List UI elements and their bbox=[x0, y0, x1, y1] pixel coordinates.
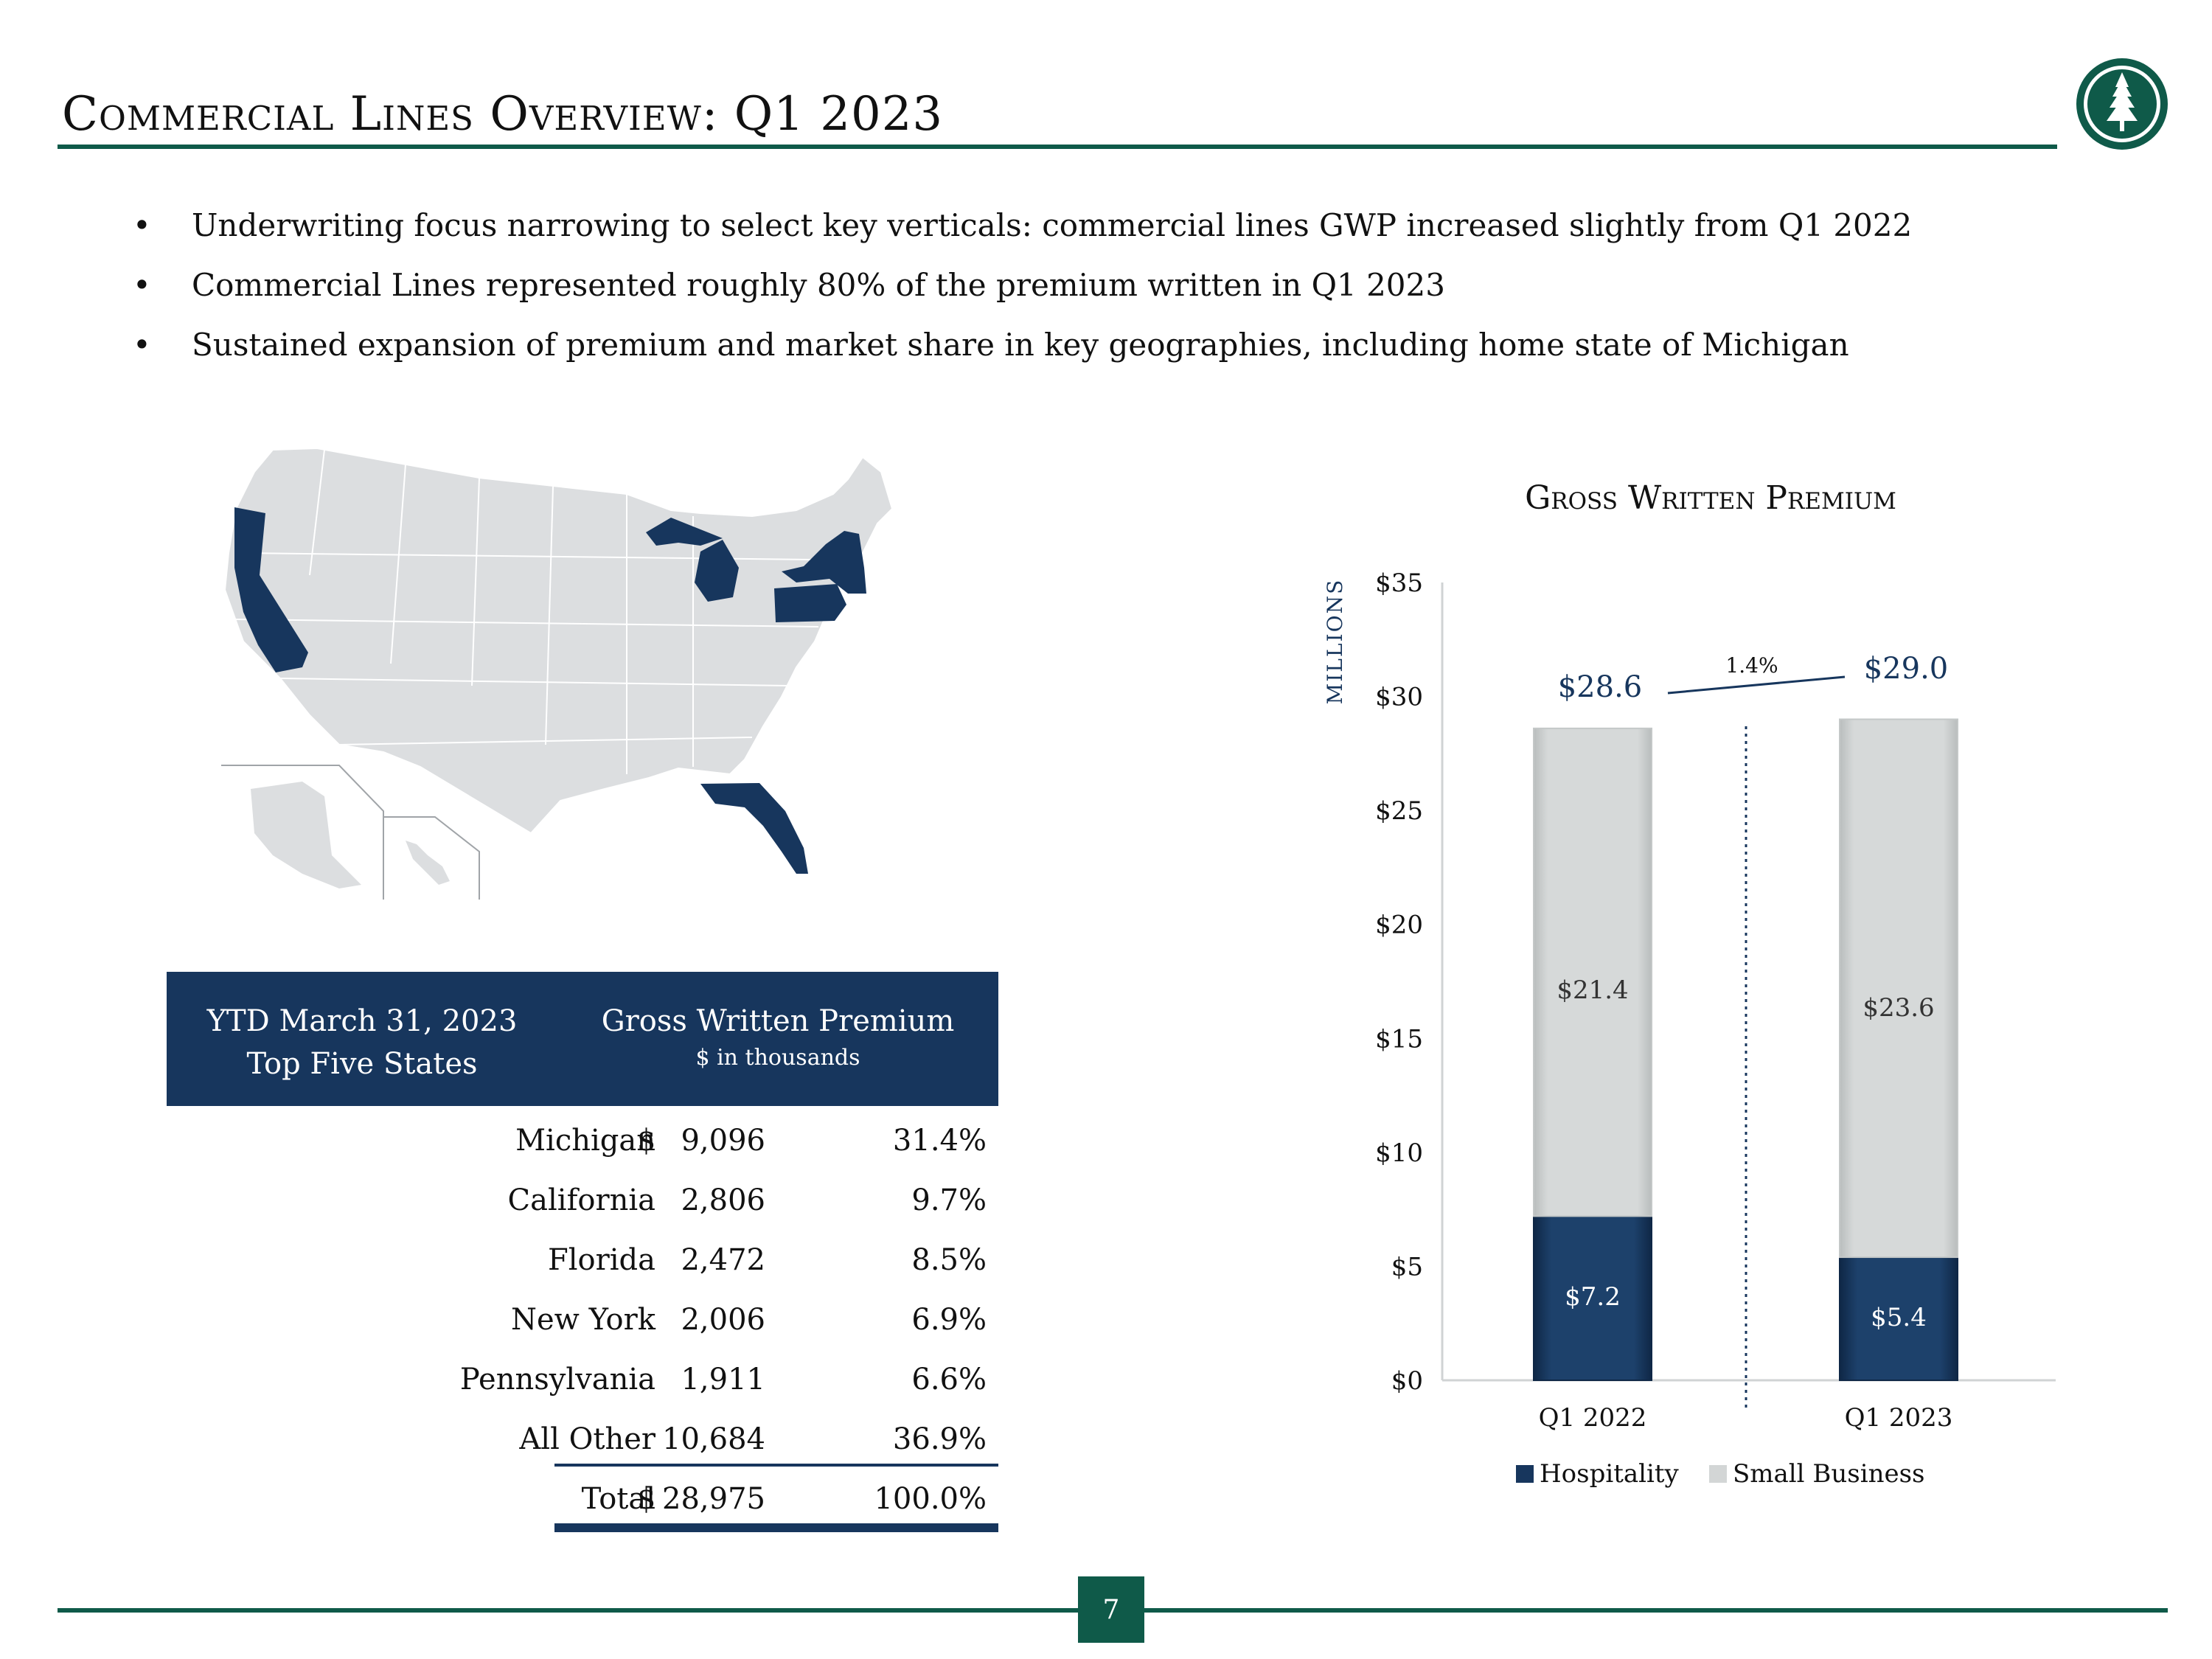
y-tick-label: $0 bbox=[1391, 1366, 1423, 1396]
bullet-text: Sustained expansion of premium and marke… bbox=[192, 327, 1849, 363]
bullet-glyph: • bbox=[133, 267, 151, 303]
premium-amount: 9,096 bbox=[681, 1124, 765, 1158]
header-col2-line2: $ in thousands bbox=[695, 1045, 860, 1071]
bullet-item: • Commercial Lines represented roughly 80… bbox=[133, 265, 2124, 324]
currency-symbol: $ bbox=[637, 1124, 656, 1158]
title-divider bbox=[58, 145, 2057, 149]
state-alaska bbox=[251, 782, 361, 888]
x-tick-label: Q1 2023 bbox=[1845, 1403, 1953, 1433]
total-label: $28.6 bbox=[1558, 670, 1643, 704]
legend-label: Small Business bbox=[1733, 1459, 1924, 1489]
state-name: New York bbox=[511, 1303, 655, 1337]
bar-value-label: $5.4 bbox=[1871, 1303, 1927, 1332]
table-row: Florida 2,472 8.5% bbox=[167, 1233, 998, 1293]
table-row: Michigan $ 9,096 31.4% bbox=[167, 1113, 998, 1173]
bullet-text: Commercial Lines represented roughly 80%… bbox=[192, 267, 1445, 303]
state-california bbox=[234, 507, 308, 672]
state-michigan bbox=[695, 540, 739, 602]
premium-percent: 6.6% bbox=[911, 1363, 987, 1397]
header-col2-line1: Gross Written Premium bbox=[601, 1004, 955, 1038]
bullet-glyph: • bbox=[133, 327, 151, 363]
premium-percent: 8.5% bbox=[911, 1243, 987, 1277]
bar-small-business bbox=[1839, 718, 1958, 1259]
bar-value-label: $7.2 bbox=[1565, 1282, 1621, 1312]
chart-title: Gross Written Premium bbox=[1525, 479, 1896, 517]
currency-symbol: $ bbox=[637, 1482, 656, 1516]
state-name: Pennsylvania bbox=[459, 1363, 655, 1397]
bullet-item: • Sustained expansion of premium and mark… bbox=[133, 324, 2124, 384]
total-label: $29.0 bbox=[1864, 652, 1949, 686]
table-row: New York 2,006 6.9% bbox=[167, 1293, 998, 1352]
bullet-glyph: • bbox=[133, 207, 151, 243]
gwp-stacked-bar-chart: Gross Written Premium MILLIONS $0 $5 $10 $1… bbox=[1323, 479, 2056, 1489]
state-name: Florida bbox=[548, 1243, 655, 1277]
y-tick-label: $10 bbox=[1375, 1138, 1423, 1168]
bar-value-label: $21.4 bbox=[1557, 975, 1628, 1005]
y-tick-label: $15 bbox=[1375, 1024, 1423, 1054]
tree-logo-icon bbox=[2076, 58, 2168, 150]
y-tick-label: $20 bbox=[1375, 911, 1423, 940]
header-col-states: YTD March 31, 2023 Top Five States bbox=[167, 1000, 557, 1085]
state-name: All Other bbox=[519, 1422, 655, 1456]
state-name: Total bbox=[581, 1482, 655, 1516]
bullet-text: Underwriting focus narrowing to select k… bbox=[192, 207, 1913, 243]
state-michigan-upper bbox=[646, 518, 723, 546]
premium-amount: 2,806 bbox=[681, 1183, 765, 1217]
legend-swatch bbox=[1516, 1465, 1534, 1483]
bar-hospitality bbox=[1533, 1215, 1652, 1381]
us-mainland bbox=[223, 447, 894, 835]
y-tick-label: $5 bbox=[1391, 1252, 1423, 1281]
y-tick-label: $25 bbox=[1375, 796, 1423, 826]
premium-percent: 6.9% bbox=[911, 1303, 987, 1337]
bullet-item: • Underwriting focus narrowing to select … bbox=[133, 205, 2124, 265]
inset-borders bbox=[221, 765, 480, 900]
legend-swatch bbox=[1709, 1465, 1727, 1483]
y-tick-label: $30 bbox=[1375, 683, 1423, 712]
table-row: California 2,806 9.7% bbox=[167, 1173, 998, 1233]
bar-small-business bbox=[1533, 727, 1652, 1217]
state-name: California bbox=[507, 1183, 655, 1217]
state-borders bbox=[235, 449, 878, 774]
state-pennsylvania bbox=[774, 584, 846, 622]
page-number: 7 bbox=[1078, 1576, 1144, 1643]
premium-amount: 10,684 bbox=[662, 1422, 765, 1456]
premium-percent: 31.4% bbox=[892, 1124, 987, 1158]
us-map bbox=[221, 447, 894, 900]
premium-amount: 2,006 bbox=[681, 1303, 765, 1337]
state-hawaii bbox=[406, 841, 450, 885]
legend-label: Hospitality bbox=[1540, 1459, 1680, 1489]
premium-amount: 1,911 bbox=[681, 1363, 765, 1397]
header-col-gwp: Gross Written Premium $ in thousands bbox=[557, 1003, 998, 1077]
premium-amount: 28,975 bbox=[662, 1482, 765, 1516]
growth-label: 1.4% bbox=[1725, 653, 1778, 678]
x-tick-label: Q1 2022 bbox=[1539, 1403, 1647, 1433]
growth-connector bbox=[1667, 675, 1846, 695]
header-col1-line1: YTD March 31, 2023 bbox=[206, 1004, 518, 1038]
bullet-list: • Underwriting focus narrowing to select … bbox=[133, 205, 2124, 384]
state-name: Michigan bbox=[515, 1124, 655, 1158]
header-col1-line2: Top Five States bbox=[246, 1047, 478, 1081]
state-florida bbox=[700, 783, 808, 874]
table-row: All Other 10,684 36.9% bbox=[167, 1412, 998, 1472]
bar-hospitality bbox=[1839, 1256, 1958, 1382]
page-title: Commercial Lines Overview: Q1 2023 bbox=[62, 87, 944, 142]
total-divider bbox=[554, 1464, 998, 1467]
premium-percent: 36.9% bbox=[892, 1422, 987, 1456]
y-tick-label: $35 bbox=[1375, 568, 1423, 598]
table-total-row: Total $ 28,975 100.0% bbox=[167, 1472, 998, 1531]
total-underline bbox=[554, 1523, 998, 1532]
premium-amount: 2,472 bbox=[681, 1243, 765, 1277]
states-table-header: YTD March 31, 2023 Top Five States Gross… bbox=[167, 972, 998, 1106]
y-axis-label: MILLIONS bbox=[1323, 579, 1347, 705]
state-new-york bbox=[782, 531, 866, 594]
premium-percent: 100.0% bbox=[874, 1482, 987, 1516]
bar-value-label: $23.6 bbox=[1863, 993, 1934, 1023]
table-row: Pennsylvania 1,911 6.6% bbox=[167, 1352, 998, 1412]
premium-percent: 9.7% bbox=[911, 1183, 987, 1217]
